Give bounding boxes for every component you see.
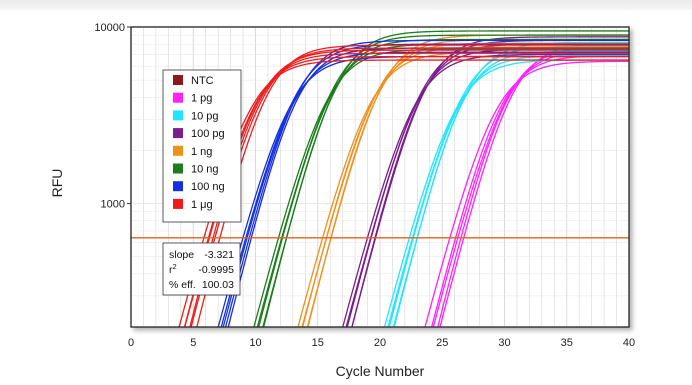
x-tick-label: 15 [312,337,324,349]
plot-frame [130,26,630,328]
legend-swatch [173,181,183,192]
top-band [0,0,692,10]
curve-100-pg [342,53,629,327]
curve-1-pg [424,60,629,327]
efficiency-label: % eff. [169,279,196,291]
legend-swatch [173,128,183,139]
legend: NTC 1 pg 10 pg 100 pg 1 ng 10 ng 100 ng 1 μg [162,69,242,223]
legend-label: 10 pg [191,110,219,122]
curve-1-pg [439,42,629,327]
curve-1-μg [190,47,629,327]
slope-label: slope [169,249,194,261]
x-tick-label: 35 [561,337,573,349]
curve-1-pg [430,54,629,327]
y-tick-label: 10000 [94,22,125,34]
curve-10-ng [256,34,629,327]
x-tick-label: 40 [623,337,635,349]
legend-label: 1 μg [191,199,213,211]
r2-value: -0.9995 [198,264,234,276]
x-tick-label: 0 [128,337,134,349]
legend-swatch [173,75,183,85]
x-tick-label: 20 [374,337,386,349]
x-tick-label: 5 [190,337,196,349]
r2-label: r2 [169,262,177,276]
legend-label: NTC [191,75,214,87]
curve-10-ng [253,48,629,327]
stats-box: slope -3.321 r2 -0.9995 % eff. 100.03 [162,242,241,296]
y-tick-label: 1000 [101,199,125,211]
curve-10-ng [262,30,629,327]
curve-1-μg [189,52,629,327]
stats-box-frame [162,242,241,296]
amplification-curves [178,30,629,327]
curve-100-ng [224,39,629,327]
legend-swatch [173,110,183,121]
y-axis-ticks: 1000 10000 [94,22,131,211]
x-tick-label: 10 [249,337,261,349]
x-axis-title: Cycle Number [336,363,425,379]
legend-swatch [173,145,183,156]
legend-swatch [173,163,183,174]
curve-10-pg [383,59,629,327]
legend-swatch [173,92,183,103]
slope-value: -3.321 [204,249,234,261]
curve-100-pg [351,36,629,327]
y-axis-title: RFU [49,169,65,198]
x-axis-ticks: 0 5 10 15 20 25 30 35 40 [128,337,635,349]
legend-swatch [173,198,183,209]
x-tick-label: 30 [498,337,510,349]
legend-label: 1 ng [191,146,212,158]
legend-label: 1 pg [191,93,212,105]
legend-label: 100 pg [191,128,225,140]
efficiency-value: 100.03 [202,279,234,291]
legend-label: 10 ng [191,164,219,176]
legend-label: 100 ng [191,181,225,193]
x-tick-label: 25 [436,337,448,349]
